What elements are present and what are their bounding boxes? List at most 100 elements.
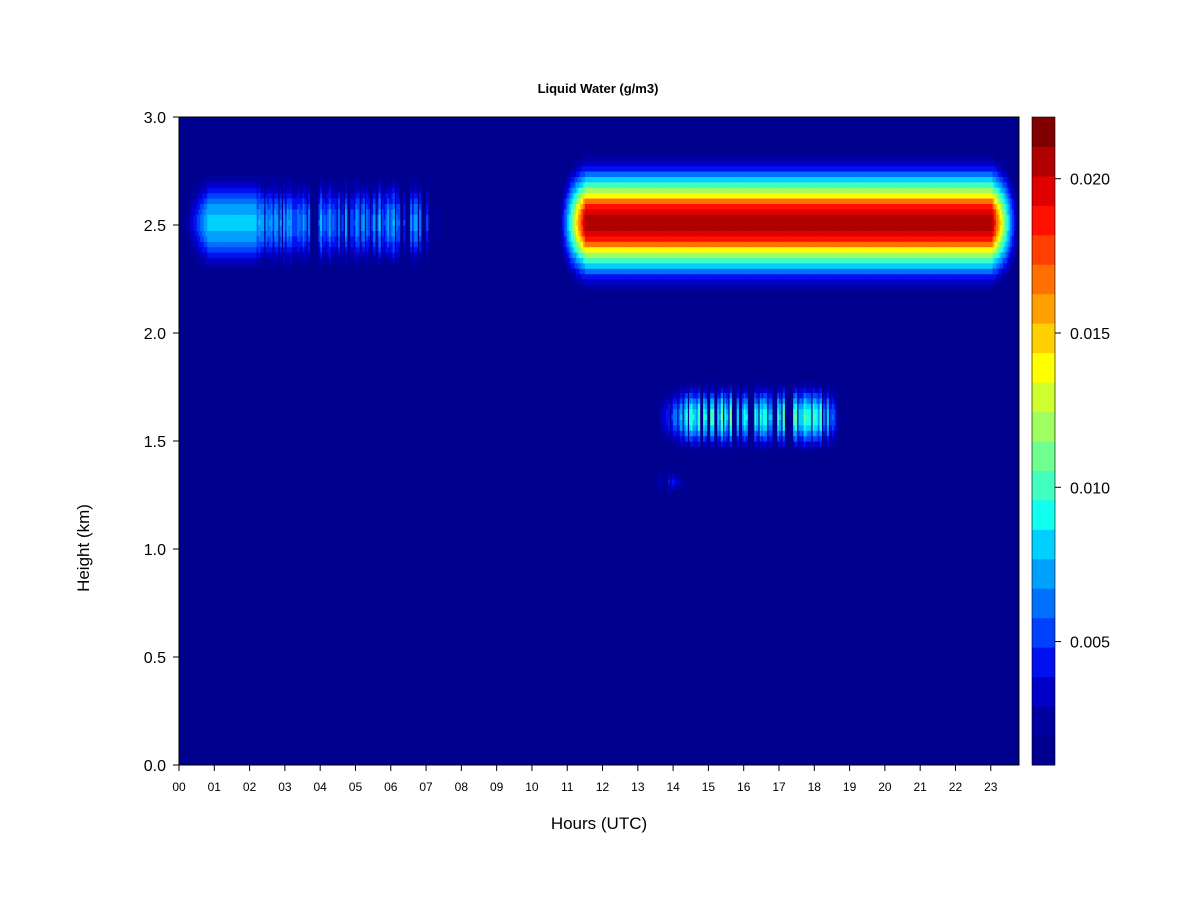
heatmap-cell — [572, 246, 575, 253]
heatmap-cell — [606, 273, 609, 280]
heatmap-cell — [690, 273, 694, 280]
heatmap-cell — [216, 203, 219, 210]
heatmap-cell — [673, 397, 676, 404]
heatmap-cell — [304, 187, 307, 194]
heatmap-cell — [203, 252, 207, 258]
heatmap-cell — [302, 214, 305, 221]
heatmap-cell — [680, 165, 683, 172]
heatmap-cell — [576, 219, 579, 226]
heatmap-cell — [673, 171, 676, 177]
heatmap-cell — [625, 171, 628, 177]
heatmap-cell — [736, 414, 740, 420]
heatmap-cell — [644, 181, 648, 188]
heatmap-cell — [655, 181, 658, 188]
heatmap-cell — [629, 154, 632, 161]
heatmap-cell — [625, 268, 628, 275]
heatmap-cell — [193, 203, 196, 210]
heatmap-cell — [627, 273, 630, 280]
heatmap-cell — [655, 208, 658, 215]
heatmap-cell — [636, 230, 639, 237]
heatmap-cell — [201, 203, 205, 210]
heatmap-cell — [253, 208, 256, 215]
heatmap-cell — [664, 241, 667, 248]
heatmap-cell — [228, 203, 231, 210]
heatmap-cell — [360, 187, 364, 194]
heatmap-cell — [376, 225, 380, 231]
heatmap-cell — [426, 214, 429, 221]
heatmap-cell — [563, 192, 567, 199]
heatmap-cell — [639, 203, 642, 210]
heatmap-cell — [355, 208, 358, 215]
heatmap-cell — [703, 268, 706, 275]
heatmap-cell — [625, 279, 628, 285]
heatmap-cell — [293, 203, 297, 210]
heatmap-cell — [664, 392, 667, 399]
heatmap-cell — [318, 246, 321, 253]
heatmap-cell — [618, 208, 621, 215]
heatmap-cell — [371, 181, 374, 188]
heatmap-cell — [618, 154, 621, 161]
heatmap-cell — [697, 268, 701, 275]
heatmap-cell — [597, 241, 600, 248]
heatmap-cell — [390, 225, 394, 231]
heatmap-cell — [646, 273, 650, 280]
heatmap-cell — [759, 273, 762, 280]
heatmap-cell — [366, 252, 369, 258]
heatmap-cell — [579, 230, 582, 237]
heatmap-cell — [639, 192, 642, 199]
heatmap-cell — [644, 192, 648, 199]
heatmap-cell — [634, 198, 637, 204]
heatmap-cell — [611, 214, 614, 221]
heatmap-cell — [741, 257, 745, 264]
heatmap-cell — [662, 241, 665, 248]
heatmap-cell — [660, 397, 664, 404]
heatmap-cell — [623, 252, 627, 258]
heatmap-cell — [219, 241, 222, 248]
heatmap-cell — [681, 235, 685, 242]
heatmap-cell — [411, 225, 415, 231]
heatmap-cell — [209, 257, 212, 264]
heatmap-cell — [674, 219, 678, 226]
heatmap-cell — [747, 165, 750, 172]
heatmap-cell — [221, 230, 224, 237]
heatmap-cell — [217, 181, 221, 188]
heatmap-cell — [330, 208, 334, 215]
heatmap-cell — [606, 154, 609, 161]
heatmap-cell — [743, 392, 747, 399]
heatmap-cell — [720, 171, 724, 177]
heatmap-cell — [270, 187, 274, 194]
heatmap-cell — [593, 268, 597, 275]
heatmap-cell — [664, 198, 667, 204]
heatmap-cell — [325, 235, 328, 242]
heatmap-cell — [749, 165, 752, 172]
heatmap-cell — [706, 208, 710, 215]
heatmap-cell — [747, 171, 750, 177]
heatmap-cell — [214, 214, 217, 221]
heatmap-cell — [662, 171, 665, 177]
heatmap-cell — [750, 171, 754, 177]
heatmap-cell — [397, 198, 401, 204]
heatmap-cell — [694, 241, 697, 248]
heatmap-cell — [321, 187, 325, 194]
heatmap-cell — [577, 235, 581, 242]
heatmap-cell — [694, 257, 697, 264]
heatmap-cell — [687, 230, 690, 237]
heatmap-cell — [673, 203, 676, 210]
heatmap-cell — [560, 198, 563, 204]
heatmap-cell — [584, 219, 588, 226]
heatmap-cell — [676, 473, 680, 480]
heatmap-cell — [667, 171, 671, 177]
heatmap-cell — [360, 219, 364, 226]
heatmap-cell — [253, 203, 256, 210]
heatmap-cell — [191, 246, 194, 253]
heatmap-cell — [630, 273, 634, 280]
heatmap-cell — [724, 430, 727, 437]
heatmap-cell — [353, 230, 357, 237]
heatmap-cell — [660, 414, 664, 420]
heatmap-cell — [288, 219, 291, 226]
heatmap-cell — [561, 225, 565, 231]
heatmap-cell — [606, 230, 609, 237]
heatmap-cell — [710, 214, 713, 221]
heatmap-cell — [378, 192, 381, 199]
heatmap-cell — [655, 187, 658, 194]
